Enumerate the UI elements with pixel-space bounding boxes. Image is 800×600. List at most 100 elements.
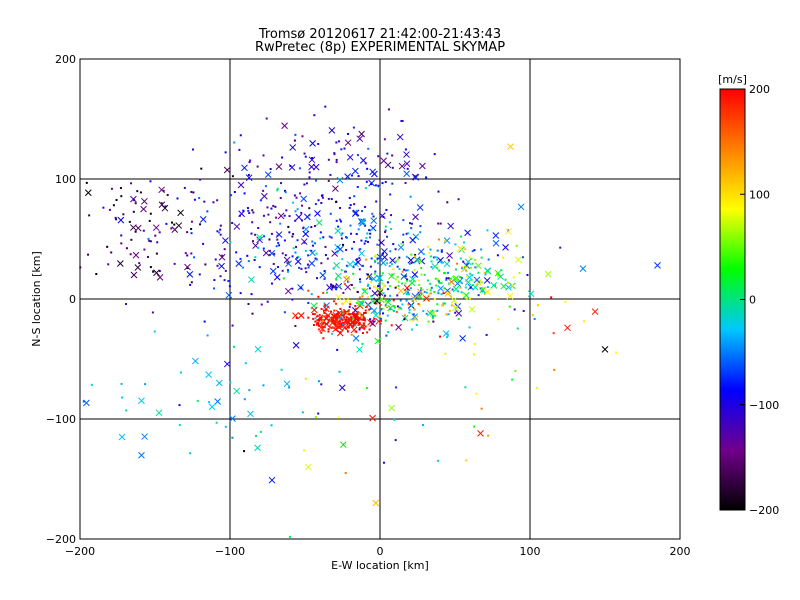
data-point [213,279,216,282]
data-point-cross [410,295,418,302]
data-point [515,244,518,247]
data-point [391,182,394,185]
data-point [178,423,181,426]
data-point [335,141,338,144]
y-tick-label: −100 [46,413,76,426]
data-point [218,231,221,234]
data-point [248,212,251,215]
data-point [419,231,422,234]
data-point [422,310,425,313]
data-point [276,238,279,241]
colorbar-tick-label: 100 [749,188,770,201]
data-point [378,279,381,282]
data-point [406,279,409,282]
data-point-cross [116,260,124,267]
data-point [115,199,118,202]
data-point [327,314,330,317]
data-point [281,156,284,159]
data-point [368,328,371,331]
data-point-cross [208,403,216,411]
data-point [345,275,348,278]
data-point [252,211,255,214]
data-point-cross [397,243,405,251]
data-point [446,336,449,339]
data-point [433,290,436,293]
data-point [147,237,150,240]
data-point [390,263,393,266]
data-point [396,294,399,297]
data-point-cross [314,210,321,217]
data-point [383,296,386,299]
data-point [279,197,282,200]
data-point [338,285,341,288]
data-point-cross [484,267,492,275]
data-point-cross [369,168,377,176]
data-point [400,242,403,245]
data-point [484,273,487,276]
data-point [384,225,387,228]
data-point [470,278,473,281]
data-point-cross [155,409,163,417]
data-point [320,324,323,327]
data-point [231,175,234,178]
data-point [401,282,404,285]
data-point [206,210,209,213]
data-point [122,213,125,216]
data-point-cross [429,309,437,317]
data-point-cross [336,329,344,337]
data-point [329,173,332,176]
data-point [229,381,232,384]
data-point-cross [256,233,264,241]
data-point [357,318,360,321]
data-point [242,266,245,269]
data-point-cross [492,232,500,239]
data-point [318,325,321,328]
data-point-cross [315,219,323,226]
data-point [114,216,117,219]
data-point-cross [423,295,430,302]
data-point-cross [302,230,310,238]
data-point [219,228,222,231]
data-point [338,317,341,320]
data-point [331,320,334,323]
x-tick-label: 200 [670,545,691,558]
data-point [239,134,242,137]
data-point [277,241,280,244]
data-point [409,195,412,198]
data-point [362,264,365,267]
data-point [353,321,356,324]
data-point [354,322,357,325]
data-point [351,247,354,250]
data-point [393,309,396,312]
data-point [333,309,336,312]
data-point-cross [333,316,340,324]
data-point-cross [461,265,468,273]
data-point [307,266,310,269]
data-point [433,297,436,300]
data-point [367,283,370,286]
data-point [294,324,297,327]
data-point [368,308,371,311]
data-point [536,387,539,390]
data-point [438,281,441,284]
data-point [312,324,315,327]
data-point [358,328,361,331]
data-point-cross [411,293,419,300]
data-point [432,320,435,323]
data-point-cross [229,415,236,422]
data-point [303,449,306,452]
data-point [275,216,278,219]
data-point [516,327,519,330]
data-point [390,214,393,217]
data-point [386,262,389,265]
data-point-cross [283,380,291,388]
data-point [349,204,352,207]
data-point [335,200,338,203]
data-point-cross [456,245,464,252]
data-point [370,281,373,284]
data-point-cross [343,319,351,326]
data-point [186,254,189,257]
data-point [321,320,324,323]
data-point [366,312,369,315]
data-point [434,256,437,259]
